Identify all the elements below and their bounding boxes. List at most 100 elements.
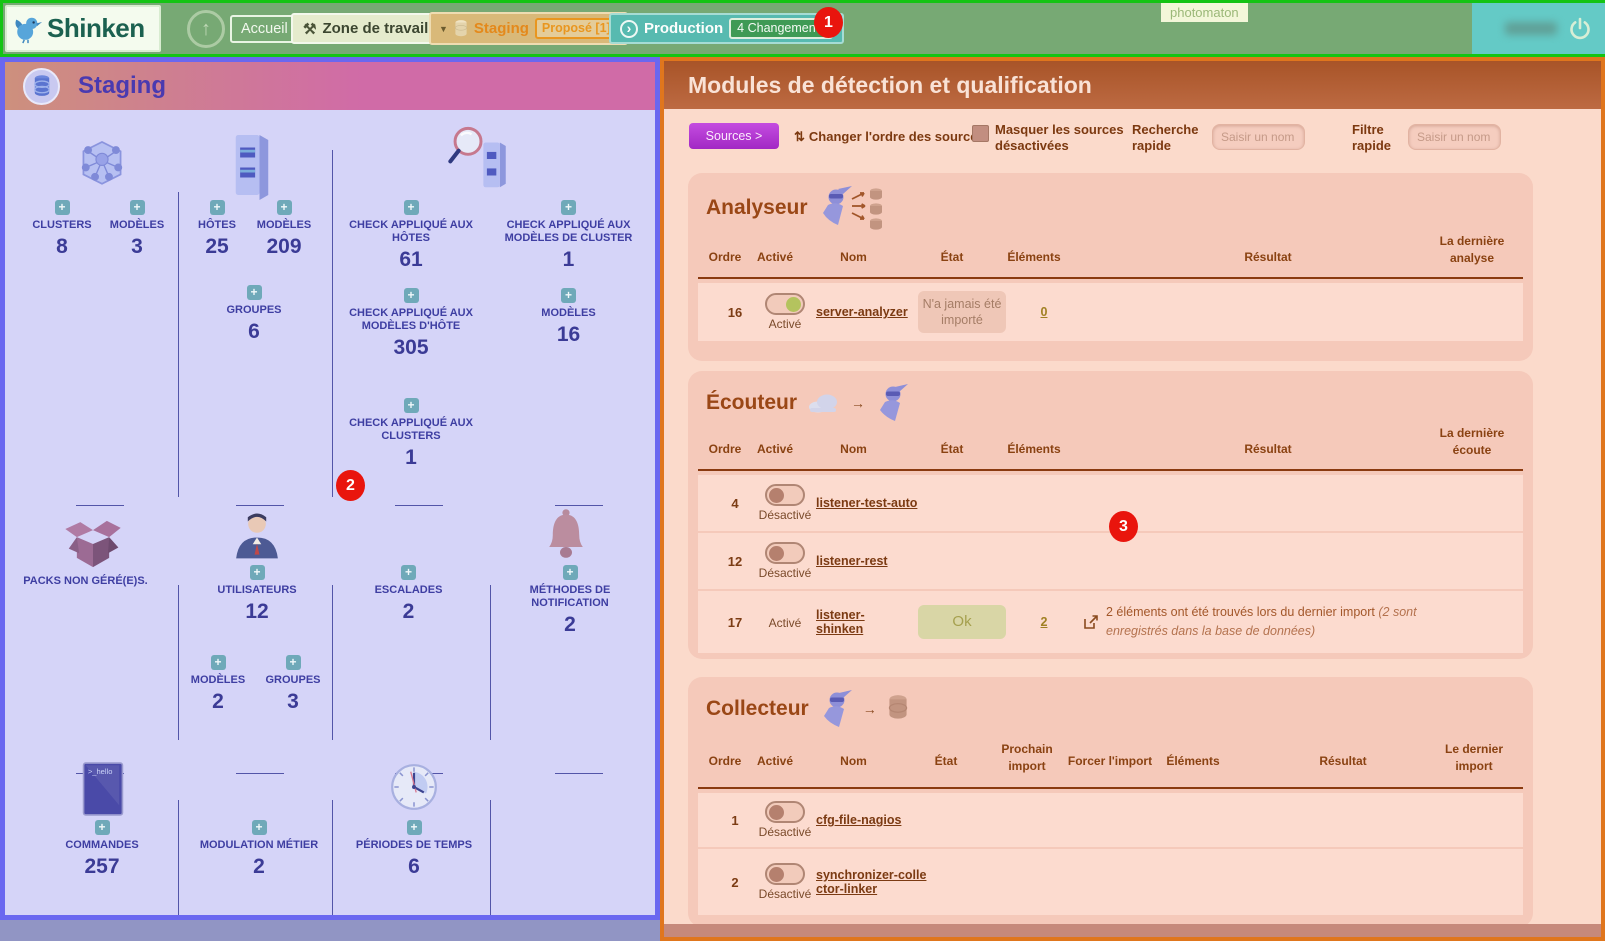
shinken-logo[interactable]: Shinken — [5, 5, 161, 52]
toggle-state-label: Désactivé — [758, 508, 812, 522]
enable-toggle[interactable] — [765, 542, 805, 564]
stat-value[interactable]: 305 — [393, 336, 429, 360]
analyseur-row-server-analyzer: 16 Activé server-analyzer N'a jamais été… — [698, 283, 1523, 341]
add-cluster-button[interactable]: + — [54, 200, 70, 215]
stat-value[interactable]: 61 — [399, 248, 423, 272]
production-button[interactable]: › Production 4 Changements — [609, 13, 845, 44]
commands-terminal-icon: >_hello — [82, 762, 124, 816]
stat-value[interactable]: 257 — [84, 855, 120, 879]
module-link[interactable]: listener-shinken — [816, 608, 865, 636]
power-icon[interactable] — [1567, 16, 1593, 42]
col-header-elements: Éléments — [1007, 250, 1061, 264]
elements-link[interactable]: 2 — [1040, 615, 1048, 629]
modules-panel: Modules de détection et qualification So… — [660, 57, 1605, 941]
hide-disabled-checkbox[interactable] — [972, 125, 989, 142]
stat-value[interactable]: 209 — [266, 235, 302, 259]
add-check-cluster-button[interactable]: + — [403, 398, 419, 413]
arrow-up-icon: ↑ — [201, 17, 211, 40]
row-order: 17 — [727, 614, 743, 630]
quick-filter-input[interactable] — [1408, 124, 1501, 150]
staging-panel: Staging — [0, 57, 660, 920]
add-business-modulation-button[interactable]: + — [251, 820, 267, 835]
add-user-button[interactable]: + — [249, 565, 265, 580]
stat-value[interactable]: 25 — [205, 235, 229, 259]
col-header-prochain-import: Prochain import — [1001, 742, 1053, 774]
module-link[interactable]: cfg-file-nagios — [816, 813, 902, 827]
add-cluster-model-button[interactable]: + — [129, 200, 145, 215]
sources-button[interactable]: Sources > — [689, 123, 779, 149]
change-order-link[interactable]: ⇅ Changer l'ordre des sources — [794, 129, 985, 144]
user-icon — [236, 513, 278, 559]
divider — [178, 585, 179, 740]
enable-toggle[interactable] — [765, 801, 805, 823]
col-header-last: La dernière écoute — [1439, 426, 1505, 458]
add-notification-method-button[interactable]: + — [562, 565, 578, 580]
stat-value[interactable]: 2 — [253, 855, 265, 879]
add-host-model-button[interactable]: + — [276, 200, 292, 215]
scroll-top-button[interactable]: ↑ — [187, 10, 225, 48]
add-user-model-button[interactable]: + — [210, 655, 226, 670]
stat-value[interactable]: 2 — [212, 690, 224, 714]
module-link-line2[interactable]: ctor-linker — [816, 882, 878, 896]
module-link[interactable]: listener-test-auto — [816, 496, 918, 510]
chevron-circle-icon: › — [620, 19, 638, 38]
stat-value[interactable]: 1 — [405, 446, 417, 470]
col-header-ordre: Ordre — [708, 250, 742, 264]
logo-text: Shinken — [47, 13, 145, 43]
stat-value[interactable]: 16 — [556, 323, 581, 347]
collecteur-row-cfg-file-nagios: 1 Désactivé cfg-file-nagios — [698, 793, 1523, 847]
module-link[interactable]: server-analyzer — [816, 305, 908, 319]
divider — [555, 773, 603, 774]
stat-value[interactable]: 6 — [408, 855, 420, 879]
add-check-host-button[interactable]: + — [403, 200, 419, 215]
stat-util-modeles: + MODÈLES 2 — [190, 655, 246, 714]
module-link[interactable]: synchronizer-colle — [816, 868, 927, 882]
stat-value[interactable]: 2 — [564, 613, 576, 637]
add-command-button[interactable]: + — [94, 820, 110, 835]
quick-filter-label: Filtre rapide — [1352, 122, 1392, 154]
add-group-button[interactable]: + — [246, 285, 262, 300]
top-navigation-bar: Shinken ↑ Accueil ⚒ Zone de travail ▼ St… — [0, 0, 1605, 57]
module-link[interactable]: listener-rest — [816, 554, 888, 568]
home-button[interactable]: Accueil — [230, 15, 299, 43]
col-header-elements: Éléments — [1166, 754, 1220, 768]
stat-value[interactable]: 8 — [56, 235, 68, 259]
stat-value[interactable]: 12 — [245, 600, 269, 624]
enable-toggle[interactable] — [765, 484, 805, 506]
row-order: 1 — [731, 812, 739, 828]
annotation-marker-2: 2 — [336, 470, 365, 501]
divider — [490, 800, 491, 915]
modules-panel-title: Modules de détection et qualification — [688, 71, 1092, 98]
add-user-group-button[interactable]: + — [285, 655, 301, 670]
quick-search-input[interactable] — [1212, 124, 1305, 150]
collecteur-title: Collecteur → — [706, 689, 909, 729]
user-session-box[interactable] — [1472, 3, 1605, 54]
staging-menu-button[interactable]: ▼ Staging Proposé [1] — [429, 12, 628, 45]
enable-toggle[interactable] — [765, 293, 805, 315]
col-header-nom: Nom — [840, 754, 867, 768]
workspace-button[interactable]: ⚒ Zone de travail — [291, 13, 441, 44]
stat-commandes: + COMMANDES 257 — [65, 820, 139, 879]
stat-check-modeles: + MODÈLES 16 — [541, 288, 596, 347]
add-model-button[interactable]: + — [561, 288, 576, 303]
arrow-right-icon: → — [862, 701, 877, 717]
stat-packs: PACKS NON GÉRÉ(E)S. — [23, 575, 148, 587]
enable-toggle[interactable] — [765, 863, 805, 885]
stat-value[interactable]: 1 — [562, 248, 575, 272]
caret-down-icon: ▼ — [439, 23, 448, 34]
add-check-host-model-button[interactable]: + — [403, 288, 419, 303]
stat-value[interactable]: 2 — [402, 600, 415, 624]
elements-link[interactable]: 0 — [1040, 305, 1048, 319]
svg-text:>_hello: >_hello — [88, 767, 113, 776]
divider — [178, 192, 179, 497]
stat-value[interactable]: 3 — [287, 690, 299, 714]
external-link-icon[interactable] — [1083, 614, 1099, 630]
add-host-button[interactable]: + — [209, 200, 225, 215]
hosts-icon — [235, 135, 269, 200]
add-escalade-button[interactable]: + — [401, 565, 416, 580]
stat-value[interactable]: 3 — [131, 235, 143, 259]
changes-badge: 4 Changements — [729, 18, 834, 39]
add-timeperiod-button[interactable]: + — [406, 820, 422, 835]
stat-value[interactable]: 6 — [248, 320, 260, 344]
add-check-cluster-model-button[interactable]: + — [561, 200, 576, 215]
